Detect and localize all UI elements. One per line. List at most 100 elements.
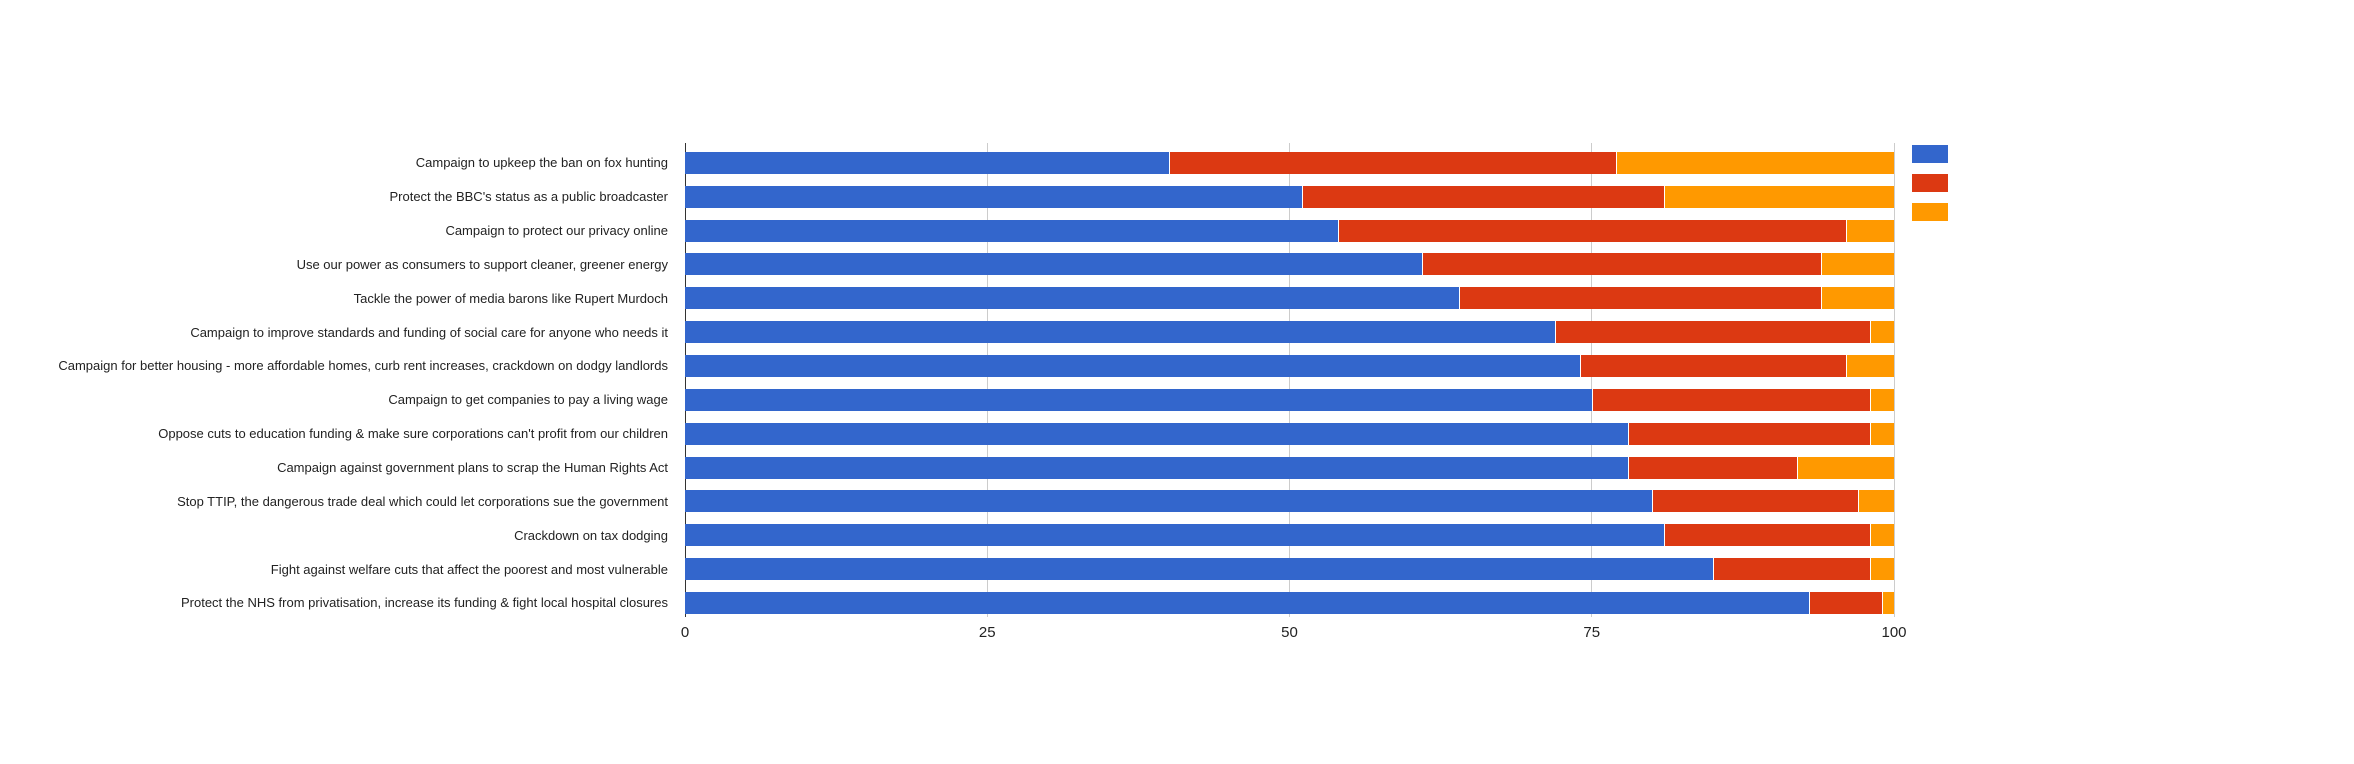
bar-segment-blue[interactable] xyxy=(685,456,1629,479)
bar-track xyxy=(685,456,1894,479)
chart-row: Fight against welfare cuts that affect t… xyxy=(0,552,1894,586)
bar-segment-red[interactable] xyxy=(1555,321,1870,344)
bar-segment-blue[interactable] xyxy=(685,388,1592,411)
x-axis: 0 25 50 75 100 xyxy=(681,624,1907,644)
bar-segment-red[interactable] xyxy=(1422,253,1822,276)
bar-segment-red[interactable] xyxy=(1628,456,1798,479)
gridline-100 xyxy=(1893,143,1895,617)
bar-segment-red[interactable] xyxy=(1579,354,1846,377)
x-tick-label-50: 50 xyxy=(1281,624,1298,641)
bar-segment-blue[interactable] xyxy=(685,422,1629,445)
chart-row: Oppose cuts to education funding & make … xyxy=(0,417,1894,451)
bar-segment-red[interactable] xyxy=(1628,422,1870,445)
bar-segment-orange[interactable] xyxy=(1845,219,1894,242)
bar-segment-red[interactable] xyxy=(1301,185,1665,208)
category-label: Crackdown on tax dodging xyxy=(514,527,668,543)
bar-segment-blue[interactable] xyxy=(685,524,1665,547)
bar-segment-blue[interactable] xyxy=(685,151,1169,174)
bar-track xyxy=(685,354,1894,377)
legend-swatch-red xyxy=(1912,174,1948,192)
bar-track xyxy=(685,490,1894,513)
bar-track xyxy=(685,321,1894,344)
chart-row: Campaign to protect our privacy online xyxy=(0,214,1894,248)
bar-track xyxy=(685,524,1894,547)
bar-segment-orange[interactable] xyxy=(1797,456,1894,479)
chart-row: Protect the BBC's status as a public bro… xyxy=(0,180,1894,214)
bar-track xyxy=(685,558,1894,581)
x-tick-label-25: 25 xyxy=(978,624,996,641)
bar-segment-orange[interactable] xyxy=(1821,287,1894,310)
bar-track xyxy=(685,422,1894,445)
chart-row: Campaign to improve standards and fundin… xyxy=(0,315,1894,349)
chart-row: Campaign against government plans to scr… xyxy=(0,451,1894,485)
bar-track xyxy=(685,151,1894,174)
bar-segment-orange[interactable] xyxy=(1845,354,1894,377)
category-label: Tackle the power of media barons like Ru… xyxy=(353,290,668,306)
bar-segment-red[interactable] xyxy=(1168,151,1616,174)
category-label: Campaign to get companies to pay a livin… xyxy=(388,392,668,408)
bar-segment-orange[interactable] xyxy=(1664,185,1894,208)
bar-segment-red[interactable] xyxy=(1337,219,1846,242)
chart-row: Campaign to upkeep the ban on fox huntin… xyxy=(0,146,1894,180)
bar-segment-red[interactable] xyxy=(1652,490,1858,513)
bar-segment-blue[interactable] xyxy=(685,321,1556,344)
bar-segment-orange[interactable] xyxy=(1881,591,1894,614)
chart-row: Campaign for better housing - more affor… xyxy=(0,349,1894,383)
legend xyxy=(1912,145,1948,232)
category-label: Use our power as consumers to support cl… xyxy=(296,256,668,272)
category-label: Protect the NHS from privatisation, incr… xyxy=(180,595,668,611)
bar-segment-blue[interactable] xyxy=(685,287,1459,310)
bar-segment-orange[interactable] xyxy=(1869,321,1894,344)
category-label: Stop TTIP, the dangerous trade deal whic… xyxy=(177,493,668,509)
category-label: Campaign to improve standards and fundin… xyxy=(190,324,668,340)
bar-segment-orange[interactable] xyxy=(1869,388,1894,411)
category-label: Campaign to upkeep the ban on fox huntin… xyxy=(415,155,668,171)
bar-segment-orange[interactable] xyxy=(1857,490,1894,513)
bar-segment-orange[interactable] xyxy=(1869,524,1894,547)
category-label: Protect the BBC's status as a public bro… xyxy=(389,189,668,205)
gridline-75 xyxy=(1591,143,1593,617)
gridline-50 xyxy=(1289,143,1290,617)
bar-segment-orange[interactable] xyxy=(1615,151,1894,174)
bar-segment-red[interactable] xyxy=(1458,287,1822,310)
bar-track xyxy=(685,219,1894,242)
legend-swatch-orange xyxy=(1912,203,1948,221)
chart-row: Campaign to get companies to pay a livin… xyxy=(0,383,1894,417)
category-label: Campaign for better housing - more affor… xyxy=(58,358,668,374)
legend-swatch-blue xyxy=(1912,145,1948,163)
grid-layer xyxy=(684,143,1895,617)
category-label: Fight against welfare cuts that affect t… xyxy=(270,561,668,577)
bar-segment-red[interactable] xyxy=(1712,558,1870,581)
bar-segment-orange[interactable] xyxy=(1869,422,1894,445)
category-label: Campaign against government plans to scr… xyxy=(277,460,668,476)
bar-segment-red[interactable] xyxy=(1809,591,1882,614)
x-tick-label-0: 0 xyxy=(680,624,690,641)
bar-segment-blue[interactable] xyxy=(685,185,1302,208)
chart-row: Crackdown on tax dodging xyxy=(0,518,1894,552)
x-tick-label-100: 100 xyxy=(1881,624,1907,641)
category-label: Campaign to protect our privacy online xyxy=(445,223,668,239)
bar-segment-blue[interactable] xyxy=(685,591,1810,614)
bar-segment-blue[interactable] xyxy=(685,354,1580,377)
bar-segment-blue[interactable] xyxy=(685,490,1653,513)
rows-layer: Campaign to upkeep the ban on fox huntin… xyxy=(0,146,1894,620)
y-axis-baseline xyxy=(684,143,686,617)
chart-row: Tackle the power of media barons like Ru… xyxy=(0,281,1894,315)
bar-segment-red[interactable] xyxy=(1664,524,1870,547)
bar-segment-blue[interactable] xyxy=(685,219,1338,242)
category-label: Oppose cuts to education funding & make … xyxy=(158,426,668,442)
chart-row: Stop TTIP, the dangerous trade deal whic… xyxy=(0,484,1894,518)
bar-track xyxy=(685,287,1894,310)
bar-segment-orange[interactable] xyxy=(1821,253,1894,276)
gridline-25 xyxy=(986,143,988,617)
x-tick-label-75: 75 xyxy=(1583,624,1601,641)
bar-segment-red[interactable] xyxy=(1591,388,1870,411)
bar-segment-blue[interactable] xyxy=(685,253,1423,276)
chart-row: Use our power as consumers to support cl… xyxy=(0,248,1894,282)
bar-segment-blue[interactable] xyxy=(685,558,1713,581)
bar-segment-orange[interactable] xyxy=(1869,558,1894,581)
chart-row: Protect the NHS from privatisation, incr… xyxy=(0,586,1894,620)
bar-track xyxy=(685,591,1894,614)
bar-track xyxy=(685,185,1894,208)
